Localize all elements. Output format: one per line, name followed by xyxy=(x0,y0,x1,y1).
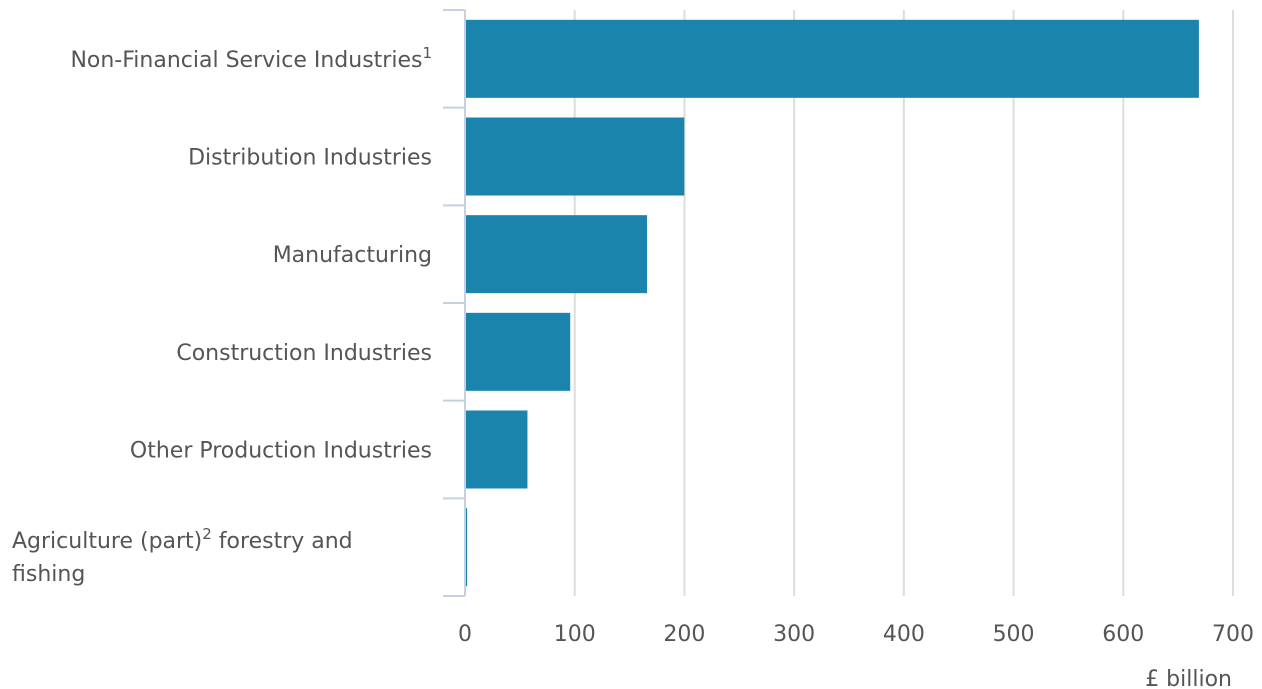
category-labels: Non-Financial Service Industries1 Distrib… xyxy=(12,44,432,587)
x-tick-label: 100 xyxy=(554,622,596,647)
category-axis xyxy=(443,9,466,597)
bar xyxy=(466,215,648,294)
gridlines xyxy=(573,10,1234,596)
category-label: Non-Financial Service Industries1 xyxy=(70,44,432,73)
bars xyxy=(466,19,1199,587)
category-label-line2: fishing xyxy=(12,562,85,587)
x-axis-title: £ billion xyxy=(1145,667,1232,689)
x-tick-label: 200 xyxy=(663,622,705,647)
x-tick-label: 600 xyxy=(1102,622,1144,647)
x-tick-labels: 0 100 200 300 400 500 600 700 xyxy=(458,622,1254,647)
category-label: Manufacturing xyxy=(273,243,432,268)
category-label: Distribution Industries xyxy=(188,146,432,171)
bar xyxy=(466,508,468,587)
category-label: Construction Industries xyxy=(176,341,432,366)
x-tick-label: 400 xyxy=(883,622,925,647)
bar xyxy=(466,410,528,489)
category-label: Other Production Industries xyxy=(130,439,432,464)
bar xyxy=(466,312,571,391)
bar xyxy=(466,19,1199,98)
x-tick-label: 700 xyxy=(1212,622,1254,647)
x-tick-label: 300 xyxy=(773,622,815,647)
category-label: Agriculture (part)2 forestry and xyxy=(12,525,353,554)
x-tick-label: 500 xyxy=(993,622,1035,647)
x-tick-label: 0 xyxy=(458,622,472,647)
bar xyxy=(466,117,685,196)
